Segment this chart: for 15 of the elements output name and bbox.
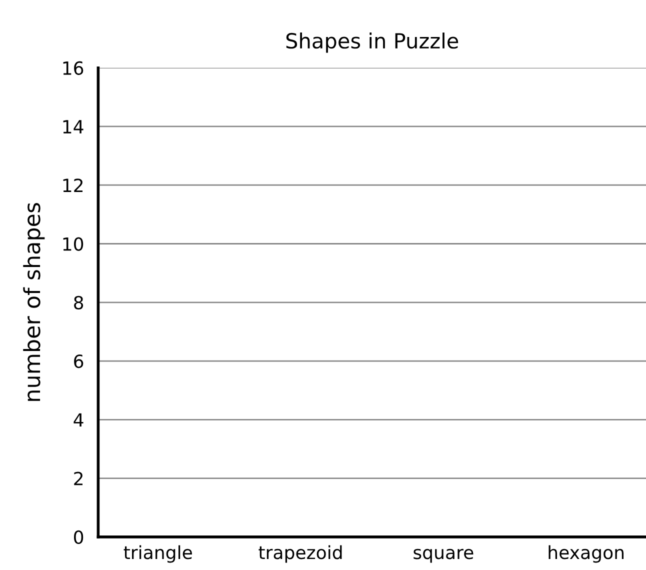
x-tick-label: triangle <box>124 545 192 563</box>
chart-title: Shapes in Puzzle <box>286 32 458 53</box>
y-tick-label: 6 <box>74 354 84 368</box>
y-tick-label: 4 <box>74 413 84 427</box>
x-tick-label: square <box>414 548 474 563</box>
y-axis-title: number of shapes <box>23 203 45 401</box>
y-tick-label: 2 <box>74 472 82 486</box>
y-tick-label: 10 <box>63 237 84 251</box>
x-tick-label: hexagon <box>548 545 624 563</box>
x-tick-label: trapezoid <box>258 545 342 563</box>
y-tick-label: 8 <box>74 296 84 310</box>
y-tick-label: 14 <box>63 120 84 134</box>
y-tick-label: 16 <box>63 61 84 75</box>
y-tick-label: 12 <box>63 178 82 192</box>
y-tick-label: 0 <box>74 530 84 544</box>
